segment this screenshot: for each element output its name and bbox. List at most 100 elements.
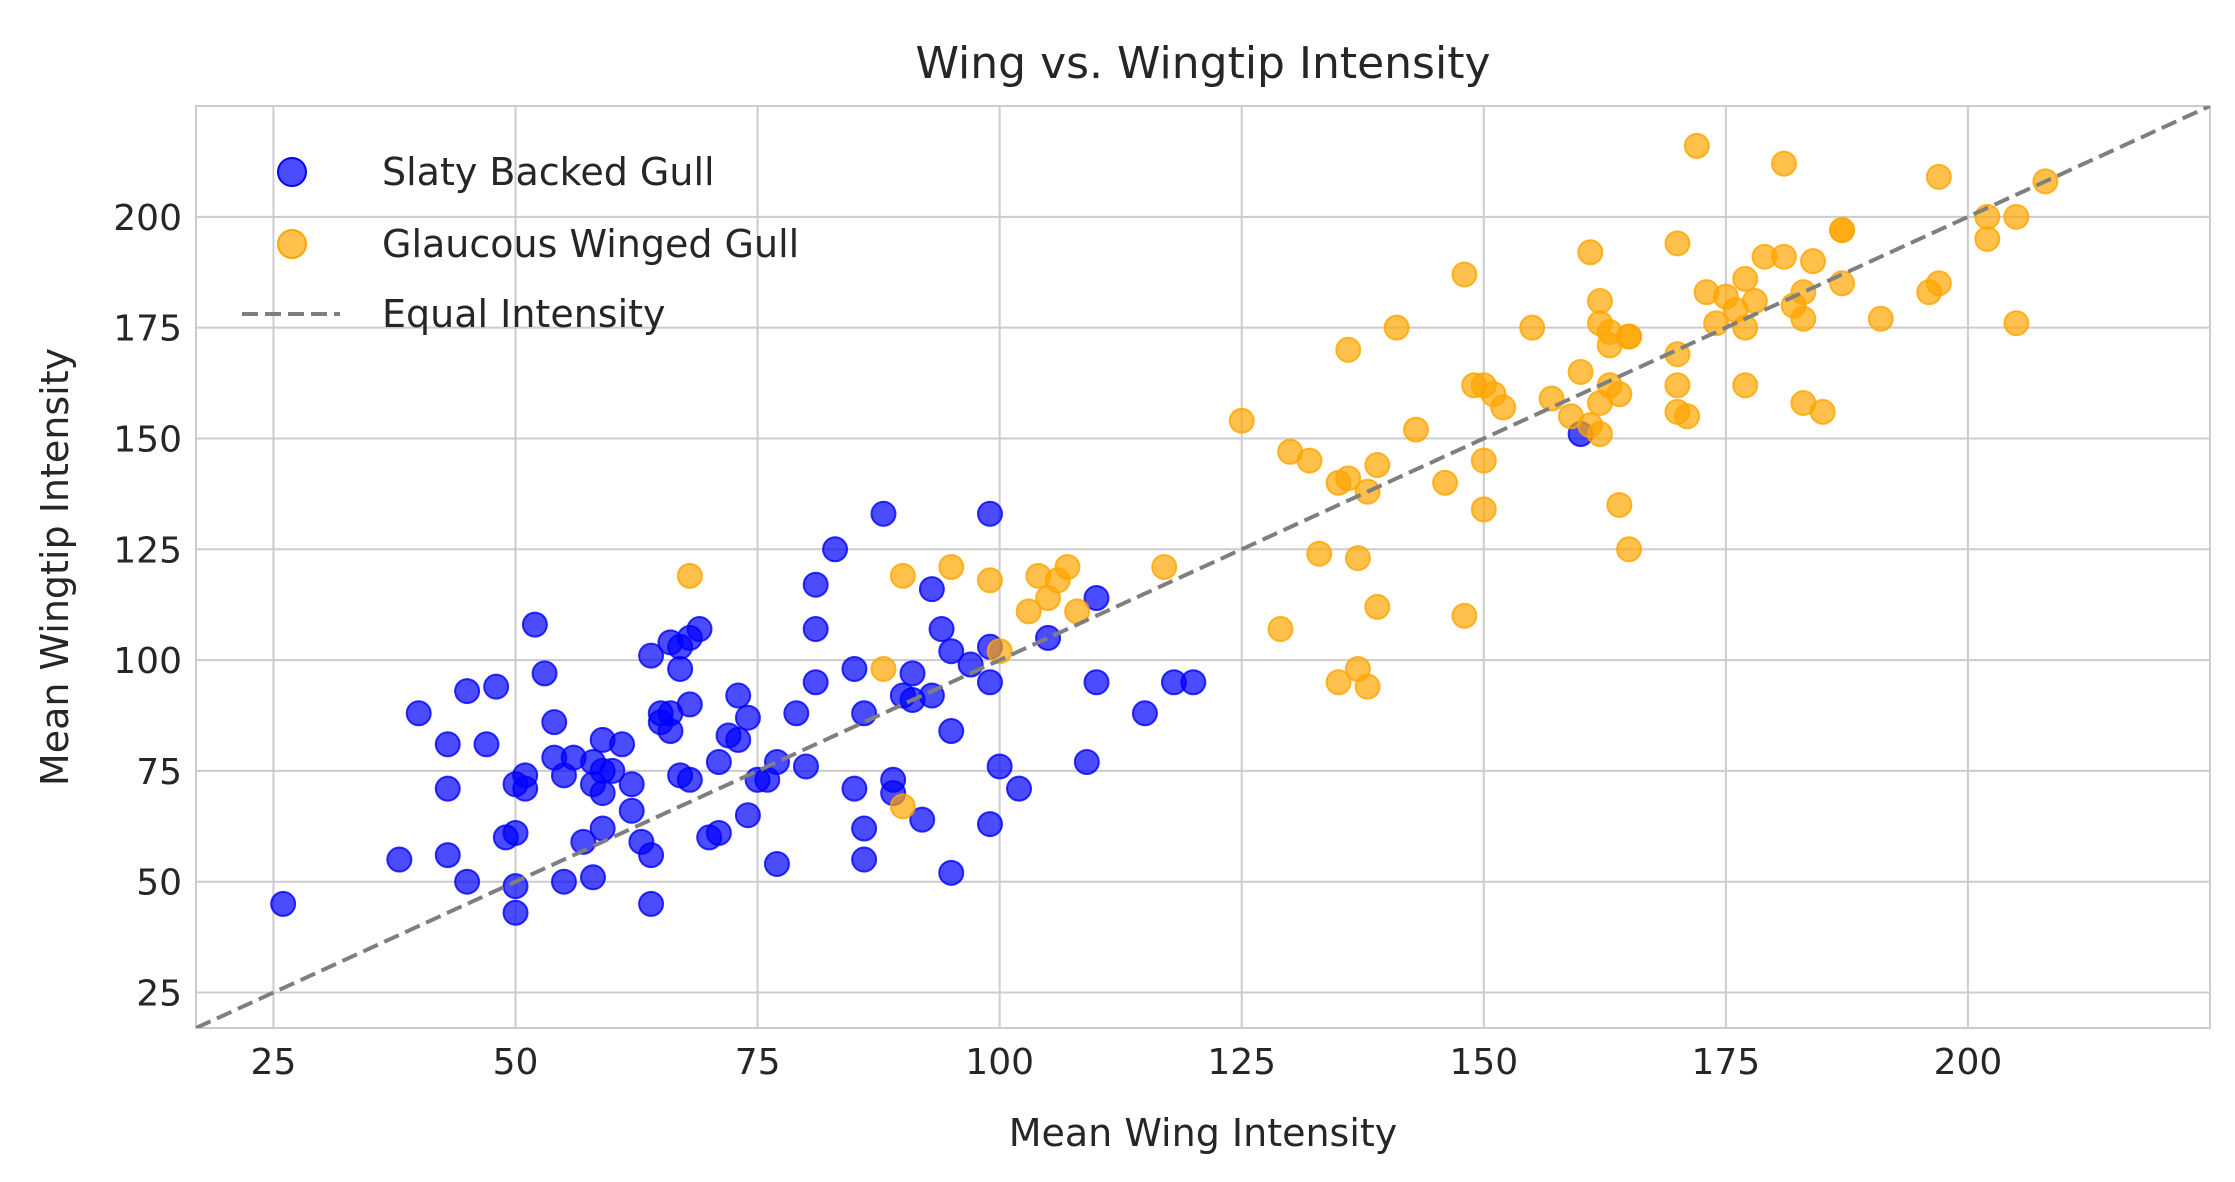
data-point xyxy=(1567,358,1594,385)
data-point xyxy=(589,780,616,807)
data-point xyxy=(1741,288,1768,315)
data-point xyxy=(1296,447,1323,474)
data-point xyxy=(909,806,936,833)
data-point xyxy=(1616,536,1643,563)
data-point xyxy=(599,757,626,784)
data-point xyxy=(1470,496,1497,523)
data-point xyxy=(1131,700,1158,727)
data-point xyxy=(686,616,713,643)
data-point xyxy=(1083,669,1110,696)
data-point xyxy=(1035,624,1062,651)
data-point xyxy=(1974,225,2001,252)
data-point xyxy=(976,811,1003,838)
data-point xyxy=(1867,305,1894,332)
data-point xyxy=(1383,314,1410,341)
data-point xyxy=(483,673,510,700)
data-point xyxy=(270,890,297,917)
x-tick-label: 175 xyxy=(1692,1042,1761,1083)
x-tick-label: 75 xyxy=(735,1042,781,1083)
data-point xyxy=(570,828,597,855)
data-point xyxy=(851,846,878,873)
data-point xyxy=(841,655,868,682)
data-point xyxy=(618,797,645,824)
y-tick-label: 200 xyxy=(113,198,182,239)
data-point xyxy=(1683,132,1710,159)
data-point xyxy=(1490,394,1517,421)
data-point xyxy=(1606,381,1633,408)
data-point xyxy=(1586,421,1613,448)
data-point xyxy=(434,842,461,869)
data-point xyxy=(1364,452,1391,479)
x-tick-label: 100 xyxy=(965,1042,1034,1083)
data-point xyxy=(638,890,665,917)
data-point xyxy=(1790,305,1817,332)
data-point xyxy=(550,868,577,895)
data-point xyxy=(1925,270,1952,297)
data-point xyxy=(502,819,529,846)
equal-intensity-line xyxy=(196,106,2210,1028)
data-point xyxy=(1015,598,1042,625)
data-point xyxy=(783,700,810,727)
data-point xyxy=(1829,217,1856,244)
x-tick-label: 125 xyxy=(1207,1042,1276,1083)
data-point xyxy=(676,691,703,718)
y-tick-label: 150 xyxy=(113,419,182,460)
data-point xyxy=(928,616,955,643)
data-point xyxy=(657,718,684,745)
data-point xyxy=(1335,465,1362,492)
data-point xyxy=(734,802,761,829)
data-point xyxy=(1364,593,1391,620)
data-point xyxy=(2003,310,2030,337)
data-point xyxy=(531,660,558,687)
data-point xyxy=(938,638,965,665)
y-tick-label: 125 xyxy=(113,530,182,571)
data-point xyxy=(1925,163,1952,190)
data-point xyxy=(1538,385,1565,412)
data-point xyxy=(473,731,500,758)
data-point xyxy=(802,669,829,696)
data-point xyxy=(1800,248,1827,275)
data-point xyxy=(1703,310,1730,337)
data-point xyxy=(434,731,461,758)
data-point xyxy=(1306,540,1333,567)
data-point xyxy=(1054,554,1081,580)
y-tick-label: 75 xyxy=(136,752,182,793)
data-point xyxy=(1732,265,1759,292)
data-point xyxy=(638,642,665,669)
data-point xyxy=(793,753,820,780)
data-point xyxy=(1606,491,1633,518)
legend-marker-slaty-backed-gull xyxy=(277,157,307,187)
data-point xyxy=(2003,203,2030,230)
data-point xyxy=(638,842,665,869)
data-point xyxy=(918,576,945,603)
data-point xyxy=(851,815,878,842)
data-point xyxy=(1674,403,1701,430)
data-point xyxy=(986,753,1013,780)
plot-frame xyxy=(195,105,2211,1029)
data-point xyxy=(841,775,868,802)
data-point xyxy=(502,899,529,926)
data-point xyxy=(1151,554,1178,580)
chart-title: Wing vs. Wingtip Intensity xyxy=(916,38,1491,89)
data-point xyxy=(1335,336,1362,363)
data-point xyxy=(976,567,1003,594)
data-point xyxy=(1180,669,1207,696)
y-axis-label: Mean Wingtip Intensity xyxy=(33,348,77,786)
legend-label-glaucous-winged-gull: Glaucous Winged Gull xyxy=(382,222,799,266)
y-tick-label: 50 xyxy=(136,863,182,904)
data-point xyxy=(870,655,897,682)
data-point xyxy=(734,704,761,731)
data-point xyxy=(763,850,790,877)
data-point xyxy=(512,775,539,802)
data-point xyxy=(1586,288,1613,315)
data-point xyxy=(434,775,461,802)
legend: Slaty Backed Gull Glaucous Winged Gull E… xyxy=(242,150,799,336)
data-point xyxy=(889,562,916,589)
data-point xyxy=(1732,372,1759,399)
data-point xyxy=(541,709,568,736)
data-point xyxy=(976,669,1003,696)
y-tick-label: 25 xyxy=(136,974,182,1015)
data-point xyxy=(1664,230,1691,257)
data-point xyxy=(705,819,732,846)
